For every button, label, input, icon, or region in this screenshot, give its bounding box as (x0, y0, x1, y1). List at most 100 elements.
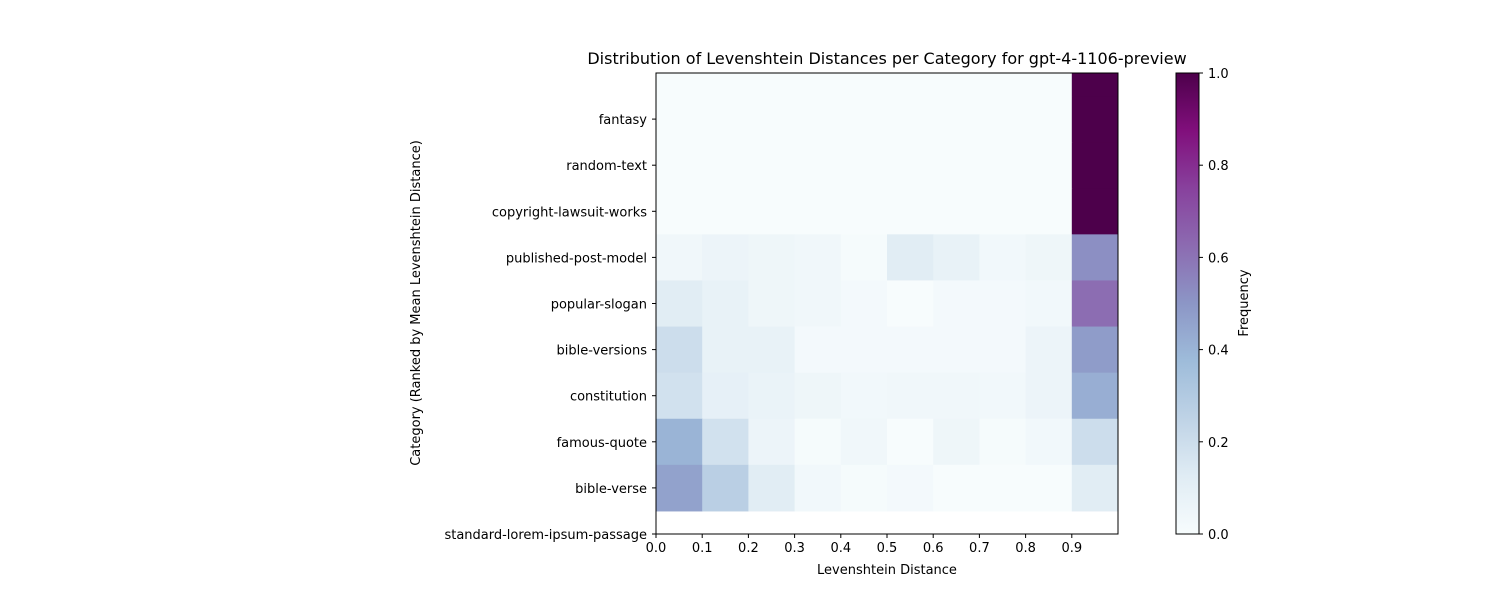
heatmap-cell (840, 372, 888, 420)
heatmap-cells (656, 73, 1119, 512)
heatmap-cell (887, 418, 934, 466)
heatmap-cell (748, 418, 796, 466)
heatmap-cell (794, 142, 842, 189)
heatmap-cell (887, 280, 934, 328)
heatmap-cell (702, 96, 749, 143)
y-tick-label: standard-lorem-ipsum-passage (444, 528, 647, 543)
y-tick-label: fantasy (599, 113, 648, 128)
heatmap-cell (933, 326, 980, 374)
heatmap-cell (702, 234, 749, 281)
heatmap-cell (840, 142, 888, 189)
heatmap-cell (748, 280, 796, 328)
heatmap-cell (979, 96, 1027, 143)
heatmap-cell (656, 372, 703, 420)
heatmap-cell (1071, 142, 1119, 189)
heatmap-cell (1025, 73, 1073, 97)
heatmap-cell (933, 188, 980, 235)
heatmap-cell (656, 73, 703, 97)
heatmap-cell (794, 280, 842, 328)
heatmap-cell (656, 234, 703, 281)
x-tick-label: 0.5 (877, 541, 898, 556)
y-tick-label: bible-verse (575, 482, 647, 497)
heatmap-cell (933, 234, 980, 281)
colorbar (1175, 72, 1200, 535)
heatmap-cell (1071, 372, 1119, 420)
heatmap-cell (748, 96, 796, 143)
x-tick-label: 0.3 (784, 541, 805, 556)
heatmap-cell (794, 464, 842, 512)
x-axis-ticks: 0.0 0.1 0.2 0.3 0.4 0.5 0.6 0.7 0.8 0.9 (646, 534, 1082, 556)
heatmap-cell (656, 326, 703, 374)
y-tick-label: copyright-lawsuit-works (492, 205, 647, 220)
colorbar-tick-label: 0.8 (1208, 159, 1229, 174)
heatmap-cell (979, 73, 1027, 97)
heatmap-cell (702, 464, 749, 512)
heatmap-cell (1025, 326, 1073, 374)
heatmap-cell (887, 326, 934, 374)
heatmap-cell (702, 418, 749, 466)
x-tick-label: 0.2 (738, 541, 759, 556)
heatmap-cell (702, 142, 749, 189)
x-axis-label: Levenshtein Distance (817, 563, 957, 578)
heatmap-cell (656, 96, 703, 143)
heatmap-cell (840, 73, 888, 97)
heatmap-cell (979, 326, 1027, 374)
heatmap-cell (1071, 418, 1119, 466)
heatmap-cell (1071, 234, 1119, 281)
heatmap-cell (748, 464, 796, 512)
heatmap-cell (933, 73, 980, 97)
heatmap-cell (1025, 464, 1073, 512)
colorbar-tick-label: 0.4 (1208, 344, 1229, 359)
heatmap-cell (1025, 234, 1073, 281)
heatmap-cell (1071, 96, 1119, 143)
heatmap-cell (1071, 73, 1119, 97)
heatmap-cell (933, 418, 980, 466)
heatmap-cell (933, 372, 980, 420)
heatmap-cell (1071, 188, 1119, 235)
heatmap-cell (794, 96, 842, 143)
heatmap-cell (748, 142, 796, 189)
x-tick-label: 0.0 (646, 541, 667, 556)
heatmap-cell (656, 464, 703, 512)
heatmap-cell (979, 142, 1027, 189)
heatmap-cell (1025, 188, 1073, 235)
heatmap-cell (702, 188, 749, 235)
colorbar-ticks: 0.0 0.2 0.4 0.6 0.8 1.0 (1199, 67, 1229, 543)
heatmap-cell (748, 372, 796, 420)
heatmap-cell (1025, 372, 1073, 420)
chart-title: Distribution of Levenshtein Distances pe… (587, 49, 1186, 68)
heatmap-cell (1071, 326, 1119, 374)
x-tick-label: 0.1 (692, 541, 713, 556)
y-tick-label: bible-versions (557, 344, 648, 359)
heatmap-cell (933, 280, 980, 328)
y-axis-ticks: fantasy random-text copyright-lawsuit-work… (444, 113, 656, 543)
heatmap-cell (1071, 280, 1119, 328)
heatmap-cell (840, 234, 888, 281)
heatmap-cell (656, 418, 703, 466)
x-tick-label: 0.9 (1061, 541, 1082, 556)
heatmap-cell (794, 188, 842, 235)
x-tick-label: 0.8 (1015, 541, 1036, 556)
colorbar-tick-label: 0.2 (1208, 436, 1229, 451)
y-tick-label: published-post-model (506, 251, 647, 266)
heatmap-cell (1025, 280, 1073, 328)
heatmap-cell (840, 418, 888, 466)
heatmap-cell (887, 188, 934, 235)
heatmap-cell (748, 188, 796, 235)
colorbar-tick-label: 0.6 (1208, 251, 1229, 266)
heatmap-cell (702, 326, 749, 374)
heatmap-cell (748, 234, 796, 281)
heatmap-cell (748, 326, 796, 374)
y-tick-label: famous-quote (557, 436, 647, 451)
heatmap-cell (887, 96, 934, 143)
colorbar-tick-label: 0.0 (1208, 528, 1229, 543)
heatmap-cell (979, 418, 1027, 466)
heatmap-cell (979, 464, 1027, 512)
heatmap-cell (840, 280, 888, 328)
y-tick-label: random-text (566, 159, 647, 174)
y-axis-label: Category (Ranked by Mean Levenshtein Dis… (409, 140, 424, 466)
heatmap-cell (656, 280, 703, 328)
heatmap-cell (702, 280, 749, 328)
heatmap-cell (748, 73, 796, 97)
